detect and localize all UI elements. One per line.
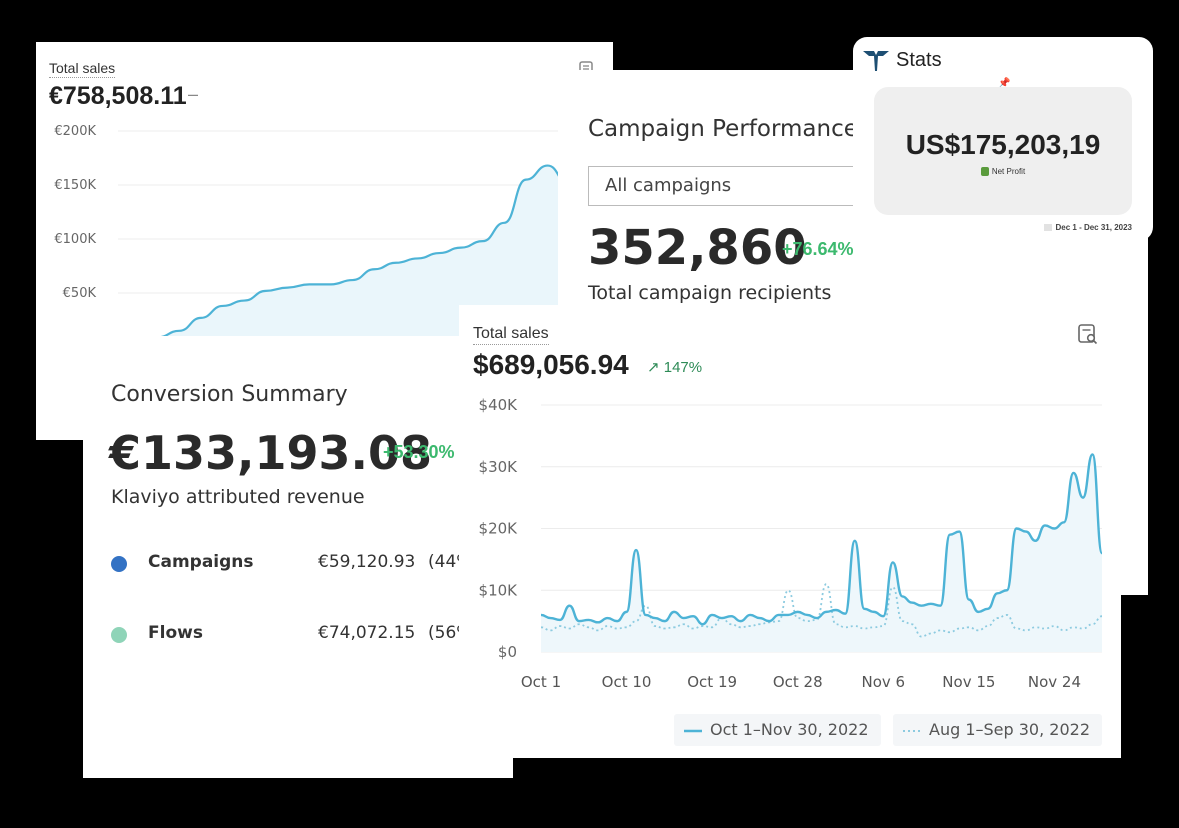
campaigns-dot-icon bbox=[111, 556, 127, 572]
campaign-performance-title: Campaign Performance bbox=[588, 116, 858, 142]
y-tick-label: $20K bbox=[479, 520, 519, 538]
series-area bbox=[136, 165, 591, 347]
attributed-revenue-value: €133,193.08 bbox=[109, 426, 433, 480]
x-tick-label: Oct 1 bbox=[521, 673, 561, 691]
total-sales-value: $689,056.94 bbox=[473, 349, 629, 380]
y-tick-label: €200K bbox=[54, 124, 96, 139]
x-tick-label: Oct 10 bbox=[602, 673, 652, 691]
y-tick-label: €100K bbox=[54, 232, 96, 247]
x-tick-label: Nov 6 bbox=[862, 673, 906, 691]
date-range[interactable]: Dec 1 - Dec 31, 2023 bbox=[1043, 223, 1133, 232]
total-sales-label[interactable]: Total sales bbox=[49, 60, 116, 78]
y-tick-label: $10K bbox=[479, 581, 519, 599]
row-amount: €59,120.93 bbox=[318, 552, 416, 572]
x-tick-label: Nov 15 bbox=[942, 673, 995, 691]
stats-card: Stats 📌 US$175,203,19 Net Profit Dec 1 -… bbox=[853, 37, 1153, 241]
net-profit-label: Net Profit bbox=[991, 167, 1026, 176]
y-tick-label: €50K bbox=[63, 286, 97, 301]
legend-dotted-swatch bbox=[903, 729, 921, 732]
brand-logo-icon bbox=[863, 50, 889, 77]
total-sales-label[interactable]: Total sales bbox=[473, 325, 549, 345]
conversion-summary-card: Conversion Summary €133,193.08 +53.30% K… bbox=[83, 336, 513, 778]
total-sales-value: €758,508.11 bbox=[49, 82, 187, 110]
y-tick-label: €150K bbox=[54, 178, 96, 193]
series-line bbox=[135, 164, 592, 343]
series-line-previous bbox=[540, 583, 1103, 638]
series-line-current bbox=[540, 453, 1104, 626]
campaign-recipients-caption: Total campaign recipients bbox=[588, 282, 832, 304]
net-profit-value: US$175,203,19 bbox=[905, 129, 1101, 160]
y-tick-label: $40K bbox=[479, 396, 519, 414]
x-tick-label: Oct 19 bbox=[687, 673, 737, 691]
flows-dot-icon bbox=[111, 627, 127, 643]
total-sales-delta-value: 147% bbox=[663, 359, 703, 376]
row-name: Campaigns bbox=[148, 552, 254, 572]
calendar-icon bbox=[1043, 224, 1052, 232]
legend-item-previous[interactable]: Aug 1–Sep 30, 2022 bbox=[893, 714, 1102, 746]
shopping-bag-icon bbox=[980, 167, 989, 177]
total-sales-delta: ↗ 147% bbox=[647, 358, 702, 376]
row-name: Flows bbox=[148, 623, 203, 643]
net-profit-badge: Net Profit bbox=[874, 167, 1132, 177]
legend-solid-swatch bbox=[684, 729, 702, 732]
y-tick-label: $30K bbox=[479, 458, 519, 476]
x-tick-label: Oct 28 bbox=[773, 673, 823, 691]
date-range-label: Dec 1 - Dec 31, 2023 bbox=[1055, 223, 1133, 232]
series-area bbox=[541, 454, 1102, 652]
total-sales-usd-card: Total sales $689,056.94 ↗ 147% $40K $30K $… bbox=[459, 305, 1121, 758]
campaign-filter-select[interactable]: All campaigns bbox=[588, 166, 888, 206]
campaign-recipients-delta: +76.64% bbox=[782, 239, 854, 259]
x-tick-label: Nov 24 bbox=[1028, 673, 1081, 691]
attributed-revenue-delta: +53.30% bbox=[383, 442, 455, 462]
legend-label: Aug 1–Sep 30, 2022 bbox=[929, 720, 1090, 739]
net-profit-tile: US$175,203,19 Net Profit bbox=[874, 87, 1132, 215]
row-amount: €74,072.15 bbox=[318, 623, 416, 643]
report-search-icon[interactable] bbox=[1077, 323, 1099, 350]
legend-item-current[interactable]: Oct 1–Nov 30, 2022 bbox=[674, 714, 881, 746]
pin-icon[interactable]: 📌 bbox=[998, 78, 1011, 89]
conversion-summary-title: Conversion Summary bbox=[111, 382, 348, 407]
campaign-recipients-value: 352,860 bbox=[588, 220, 807, 276]
attributed-revenue-caption: Klaviyo attributed revenue bbox=[111, 486, 365, 508]
trend-indicator: – bbox=[188, 84, 199, 104]
stats-title: Stats bbox=[896, 49, 942, 71]
y-tick-label: $0 bbox=[498, 643, 517, 661]
legend-label: Oct 1–Nov 30, 2022 bbox=[710, 720, 869, 739]
arrow-up-right-icon: ↗ bbox=[647, 359, 660, 376]
